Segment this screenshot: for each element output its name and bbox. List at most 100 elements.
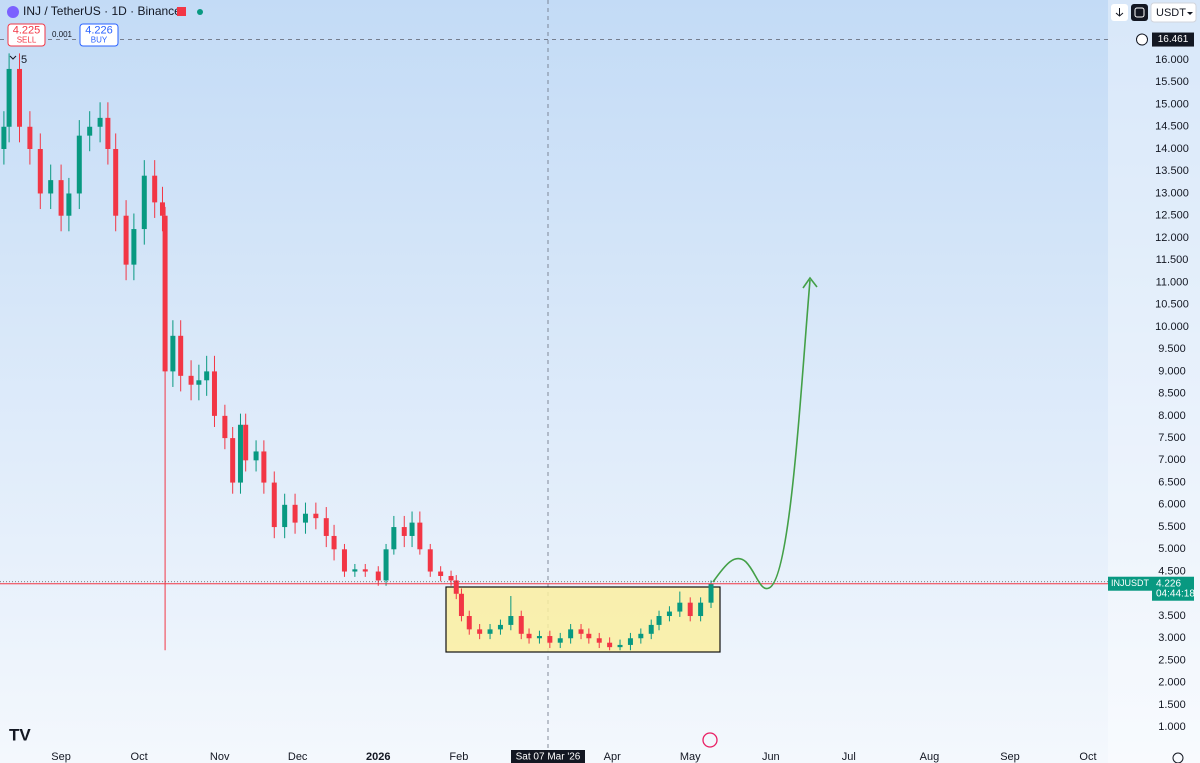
candle-body: [27, 126, 33, 149]
y-tick-label: 11.000: [1156, 276, 1189, 288]
y-tick-label: 12.000: [1155, 232, 1189, 244]
candle-body: [341, 549, 347, 572]
candle-body: [547, 636, 553, 643]
price-tag-countdown: 04:44:18: [1156, 588, 1195, 599]
candle-body: [211, 371, 217, 416]
x-tick-label: Oct: [1079, 751, 1096, 763]
y-tick-label: 4.500: [1158, 565, 1186, 577]
candle-body: [1, 126, 7, 149]
currency-caret: [1187, 12, 1193, 15]
buy-price: 4.226: [85, 24, 113, 36]
candle-body: [170, 335, 176, 372]
candle-body: [487, 629, 493, 634]
price-tag: [1152, 576, 1194, 601]
candle-body: [37, 149, 43, 194]
symbol-tag-label: INJUSDT: [1111, 578, 1150, 588]
candle-body: [586, 633, 592, 639]
candle-body: [453, 580, 459, 594]
candle-body: [331, 535, 337, 550]
range-box: [445, 586, 721, 653]
candle-body: [141, 175, 147, 230]
candle-body: [409, 522, 415, 536]
x-tick-label: Jun: [762, 751, 780, 763]
candle-body: [698, 602, 704, 617]
candle-body: [323, 518, 329, 536]
settings-icon[interactable]: [1172, 752, 1184, 763]
crosshair-date-box: [511, 750, 585, 763]
y-tick-label: 6.500: [1158, 476, 1186, 488]
buy-label: BUY: [91, 36, 108, 45]
candle-body: [271, 482, 277, 528]
price-tag-value: 4.226: [1156, 578, 1181, 589]
marker-count: 5: [21, 54, 27, 66]
flag-icon[interactable]: [177, 7, 186, 16]
y-tick-label: 3.500: [1158, 610, 1186, 622]
symbol-tag: [1108, 576, 1152, 591]
y-tick-label: 7.000: [1158, 454, 1186, 466]
candle-body: [230, 438, 236, 483]
y-tick-label: 13.500: [1155, 165, 1189, 177]
candle-body: [237, 424, 243, 483]
candle-body: [458, 593, 464, 617]
sell-label: SELL: [17, 36, 37, 45]
add-alert-icon: [1136, 33, 1148, 46]
symbol-title[interactable]: INJ / TetherUS · 1D · Binance: [23, 4, 181, 18]
candle-body: [152, 175, 158, 203]
candle-body: [607, 642, 613, 648]
sell-price: 4.225: [13, 24, 41, 36]
x-tick-label: May: [680, 751, 701, 763]
candle-body: [708, 583, 714, 603]
status-dot: [197, 9, 203, 15]
x-tick-label: Apr: [604, 751, 621, 763]
candle-body: [391, 527, 397, 550]
buy-button[interactable]: [79, 23, 119, 47]
candle-body: [123, 215, 129, 265]
currency-label: USDT: [1156, 7, 1186, 19]
sell-button[interactable]: [7, 23, 46, 47]
candle-body: [466, 616, 472, 630]
events-icon[interactable]: [702, 732, 718, 748]
y-tick-label: 11.500: [1156, 254, 1189, 266]
candle-body: [66, 193, 72, 216]
candle-body: [352, 569, 358, 572]
tv-logo: TV: [9, 725, 31, 744]
candle-body: [105, 117, 111, 149]
currency-button[interactable]: [1150, 2, 1197, 23]
y-tick-label: 15.500: [1155, 76, 1189, 88]
candle-body: [568, 629, 574, 639]
y-tick-label: 1.000: [1158, 721, 1186, 733]
y-tick-label: 9.500: [1158, 343, 1186, 355]
screenshot-button[interactable]: [1131, 4, 1148, 21]
candle-body: [477, 629, 483, 634]
crosshair-date: Sat 07 Mar '26: [516, 752, 581, 763]
candle-body: [638, 633, 644, 639]
projection-arrow: [802, 276, 818, 289]
y-tick-label: 14.000: [1155, 143, 1189, 155]
candle-body: [159, 202, 165, 216]
screenshot-icon: [1134, 7, 1145, 18]
y-tick-label: 15.000: [1155, 98, 1189, 110]
candle-body: [261, 451, 267, 483]
y-tick-label: 8.000: [1158, 410, 1186, 422]
candle-body: [87, 126, 93, 136]
y-tick-label: 8.500: [1158, 388, 1186, 400]
candle-body: [518, 616, 524, 634]
download-icon: [1115, 8, 1124, 17]
candle-body: [401, 527, 407, 536]
candle-body: [687, 602, 693, 617]
candle-body: [178, 335, 184, 376]
y-tick-label: 10.000: [1155, 321, 1189, 333]
candle-body: [243, 424, 249, 461]
y-tick-label: 14.500: [1155, 121, 1189, 133]
y-tick-label: 12.500: [1155, 210, 1189, 222]
crosshair-price: 16.461: [1158, 34, 1189, 45]
collapse-icon[interactable]: [9, 55, 17, 60]
y-tick-label: 6.000: [1158, 499, 1186, 511]
y-tick-label: 7.500: [1158, 432, 1186, 444]
candle-body: [6, 68, 12, 127]
x-tick-label: Aug: [920, 751, 940, 763]
x-tick-label: Jul: [842, 751, 856, 763]
candle-body: [508, 616, 514, 625]
candle-body: [497, 624, 503, 630]
